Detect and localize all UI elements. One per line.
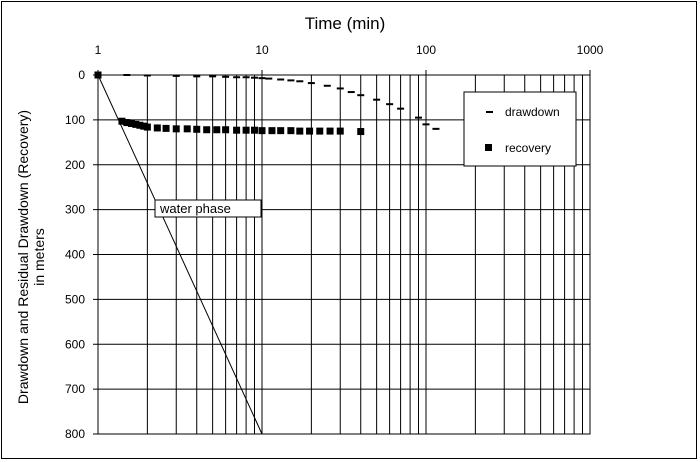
- recovery-point: [143, 123, 151, 131]
- recovery-point: [233, 126, 241, 134]
- recovery-point: [136, 121, 144, 129]
- tick-labels: 1 10 100 1000 0 100 200 300 400 500 600 700 800: [65, 43, 604, 441]
- recovery-point: [357, 128, 365, 136]
- legend-box: [463, 91, 577, 167]
- recovery-point: [296, 127, 304, 135]
- recovery-point: [222, 126, 230, 134]
- recovery-point: [132, 120, 140, 128]
- recovery-point: [326, 127, 334, 135]
- x-axis-label: Time (min): [305, 14, 386, 33]
- recovery-point: [316, 127, 324, 135]
- y-axis-label-line1: Drawdown and Residual Drawdown (Recovery…: [15, 110, 31, 404]
- recovery-point: [183, 125, 191, 133]
- recovery-point: [277, 127, 285, 135]
- y-tick-label: 500: [65, 292, 85, 306]
- recovery-point: [127, 119, 135, 127]
- x-tick-label: 100: [416, 43, 436, 57]
- legend-recovery-marker: [485, 144, 492, 151]
- annotation-water-phase: water phase: [154, 199, 262, 218]
- recovery-point: [193, 125, 201, 133]
- series-lines: [97, 74, 263, 435]
- recovery-point: [268, 127, 276, 135]
- annotation-text: water phase: [159, 201, 231, 216]
- legend: drawdown recovery: [463, 91, 577, 167]
- y-axis-label-line2: in meters: [31, 228, 47, 286]
- x-tick-label: 1000: [577, 43, 604, 57]
- recovery-point: [306, 127, 314, 135]
- legend-recovery-label: recovery: [505, 141, 551, 155]
- y-tick-label: 0: [78, 68, 85, 82]
- series-marks: [94, 71, 440, 136]
- y-tick-label: 700: [65, 382, 85, 396]
- recovery-point: [258, 127, 266, 135]
- recovery-point: [118, 117, 126, 125]
- recovery-point: [250, 126, 258, 134]
- x-tick-label: 1: [95, 43, 102, 57]
- recovery-point: [242, 126, 250, 134]
- y-tick-label: 600: [65, 337, 85, 351]
- recovery-point: [123, 119, 131, 127]
- recovery-point: [287, 127, 295, 135]
- annotation-box: [154, 199, 262, 218]
- y-tick-label: 200: [65, 158, 85, 172]
- recovery-point: [153, 124, 161, 132]
- legend-drawdown-label: drawdown: [505, 105, 560, 119]
- recovery-point: [336, 127, 344, 135]
- recovery-point: [140, 122, 148, 130]
- water-phase-line: [97, 74, 263, 435]
- recovery-point: [213, 126, 221, 134]
- x-tick-label: 10: [255, 43, 269, 57]
- recovery-point: [203, 126, 211, 134]
- y-tick-label: 100: [65, 113, 85, 127]
- recovery-point: [162, 124, 170, 132]
- y-tick-label: 800: [65, 427, 85, 441]
- y-tick-label: 400: [65, 248, 85, 262]
- y-tick-label: 300: [65, 203, 85, 217]
- recovery-point: [172, 125, 180, 133]
